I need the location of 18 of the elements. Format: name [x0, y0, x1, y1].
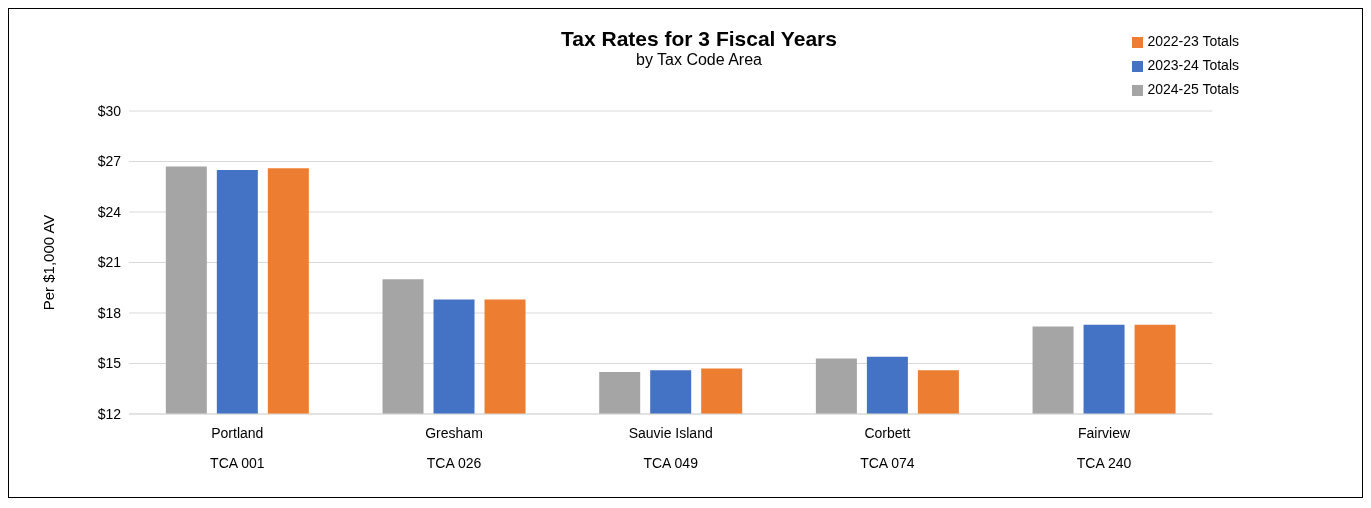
x-tick-label: Gresham TCA 026: [425, 425, 483, 471]
chart-subtitle: by Tax Code Area: [635, 51, 762, 68]
y-tick-label: $30: [97, 102, 122, 119]
x-tick-label: Sauvie Island TCA 049: [628, 425, 713, 471]
y-axis-title: Per $1,000 AV: [40, 214, 58, 311]
legend-label: 2023-24 Totals: [1147, 57, 1239, 73]
y-tick-label: $24: [97, 203, 122, 220]
legend-label: 2022-23 Totals: [1147, 33, 1239, 49]
chart-title: Tax Rates for 3 Fiscal Years: [561, 27, 837, 50]
y-tick-label: $15: [97, 355, 122, 372]
legend-label: 2024-25 Totals: [1147, 81, 1239, 97]
x-tick-label: Fairview TCA 240: [1076, 425, 1132, 471]
x-tick-label: Corbett TCA 074: [860, 425, 915, 471]
y-tick-label: $12: [97, 405, 122, 422]
y-tick-label: $18: [97, 304, 122, 321]
x-tick-label: Portland TCA 001: [210, 425, 265, 471]
y-tick-label: $27: [97, 153, 122, 170]
y-tick-label: $21: [97, 254, 122, 271]
